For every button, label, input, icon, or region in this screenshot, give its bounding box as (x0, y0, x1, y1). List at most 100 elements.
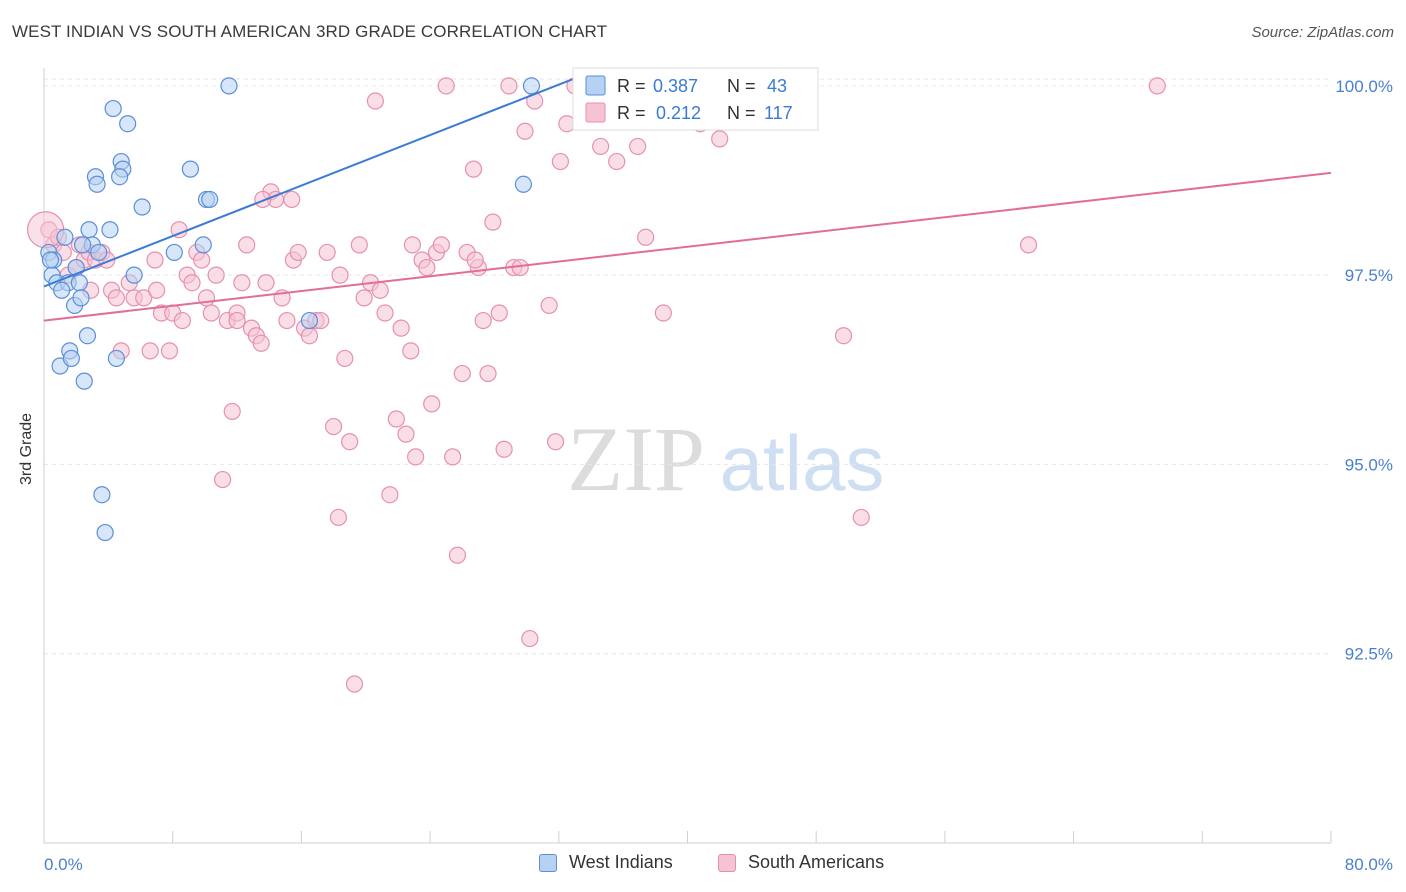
south-americans-point (407, 448, 425, 466)
west-indians-point (194, 236, 212, 254)
legend-swatch-west-indians (585, 75, 606, 96)
west-indians-point (70, 274, 88, 292)
south-americans-point (444, 448, 462, 466)
south-americans-point (107, 289, 125, 307)
south-americans-point (173, 311, 191, 330)
south-americans-point (254, 190, 272, 209)
y-tick-label: 92.5% (1345, 645, 1393, 664)
south-americans-point (146, 251, 164, 269)
south-americans-point (318, 243, 336, 262)
y-tick-labels: 92.5% 95.0% 97.5% 100.0% (1335, 77, 1393, 664)
west-indians-point (522, 77, 541, 95)
grid (44, 78, 1331, 655)
west-indians-point (75, 372, 93, 390)
south-americans-point (371, 281, 389, 299)
south-americans-point (329, 508, 348, 527)
south-americans-point (654, 304, 672, 322)
south-americans-points (27, 77, 1166, 693)
south-americans-point (495, 440, 513, 458)
south-americans-point (403, 236, 422, 254)
south-americans-point (608, 152, 626, 171)
south-americans-point (392, 319, 410, 337)
south-americans-point (160, 342, 179, 360)
south-americans-point (257, 274, 275, 292)
west-indians-point (96, 523, 114, 542)
west-indians-point (165, 243, 183, 262)
south-americans-point (852, 508, 870, 527)
south-americans-point (490, 304, 508, 322)
south-americans-point (381, 486, 399, 504)
west-indians-point (56, 228, 74, 246)
south-americans-trend-line (43, 171, 1332, 322)
south-americans-point (207, 266, 225, 284)
south-americans-point (223, 402, 241, 421)
west-indians-point (133, 198, 151, 216)
south-americans-point (500, 77, 518, 95)
south-americans-point (238, 236, 256, 254)
west-indians-trend-line (43, 77, 576, 288)
south-americans-point (345, 675, 364, 693)
south-americans-point (355, 289, 373, 307)
west-indians-point (119, 115, 137, 133)
legend-swatch-blue (539, 853, 557, 872)
south-americans-point (252, 334, 270, 352)
south-americans-point (418, 258, 436, 277)
west-indians-point (111, 168, 129, 186)
south-americans-point (474, 311, 492, 330)
y-tick-label: 100.0% (1335, 77, 1393, 96)
watermark-zip: ZIP (567, 408, 705, 510)
legend-swatch-pink (718, 853, 736, 872)
legend-top: R = 0.387 N = 43 R = 0.212 N = 117 (572, 67, 819, 131)
south-americans-point (366, 92, 385, 110)
legend-swatch-south-americans (585, 102, 606, 123)
legend-bottom: West Indians South Americans (0, 852, 1406, 876)
legend-n-value-1: 43 (767, 76, 787, 96)
west-indians-point (101, 221, 119, 239)
south-americans-point (558, 115, 576, 133)
legend-r-label-1: R = (617, 76, 646, 96)
west-indians-point (62, 349, 80, 368)
south-americans-point (228, 311, 246, 330)
south-americans-point (341, 433, 359, 451)
south-americans-point (202, 304, 220, 322)
south-americans-point (437, 77, 455, 95)
legend-n-value-2: 117 (764, 103, 793, 123)
south-americans-point (324, 417, 343, 436)
legend-r-value-1: 0.387 (653, 76, 698, 96)
west-indians-point (104, 99, 122, 118)
legend-label-west-indians: West Indians (569, 852, 673, 872)
south-americans-point (148, 281, 166, 299)
south-americans-point (551, 152, 570, 171)
south-americans-point (423, 395, 441, 413)
south-americans-point (402, 342, 420, 360)
watermark-atlas: atlas (720, 419, 885, 507)
south-americans-point (629, 137, 647, 156)
west-indians-point (88, 175, 106, 193)
south-americans-point (592, 137, 610, 156)
south-americans-point (336, 349, 354, 368)
south-americans-point (300, 327, 319, 345)
west-indians-point (107, 349, 125, 368)
legend-label-south-americans: South Americans (748, 852, 885, 872)
west-indians-point (90, 243, 108, 262)
south-americans-point (546, 433, 565, 451)
south-americans-point (484, 213, 502, 231)
legend-r-value-2: 0.212 (656, 103, 701, 123)
west-indians-point (93, 486, 111, 504)
south-americans-point (711, 130, 729, 148)
y-axis-title: 3rd Grade (18, 412, 35, 485)
chart-title: WEST INDIAN VS SOUTH AMERICAN 3RD GRADE … (12, 22, 608, 41)
trend-lines (43, 77, 1332, 322)
south-americans-point (289, 243, 307, 262)
west-indians-point (181, 160, 199, 178)
south-americans-point (516, 122, 534, 140)
west-indians-point (514, 175, 533, 193)
south-americans-point (397, 425, 415, 443)
west-indians-point (78, 327, 97, 345)
south-americans-point (141, 342, 159, 360)
south-americans-point (1148, 77, 1166, 95)
x-tick-label-max: 80.0% (1345, 855, 1393, 874)
y-tick-label: 95.0% (1345, 455, 1393, 474)
south-americans-point (479, 364, 497, 383)
